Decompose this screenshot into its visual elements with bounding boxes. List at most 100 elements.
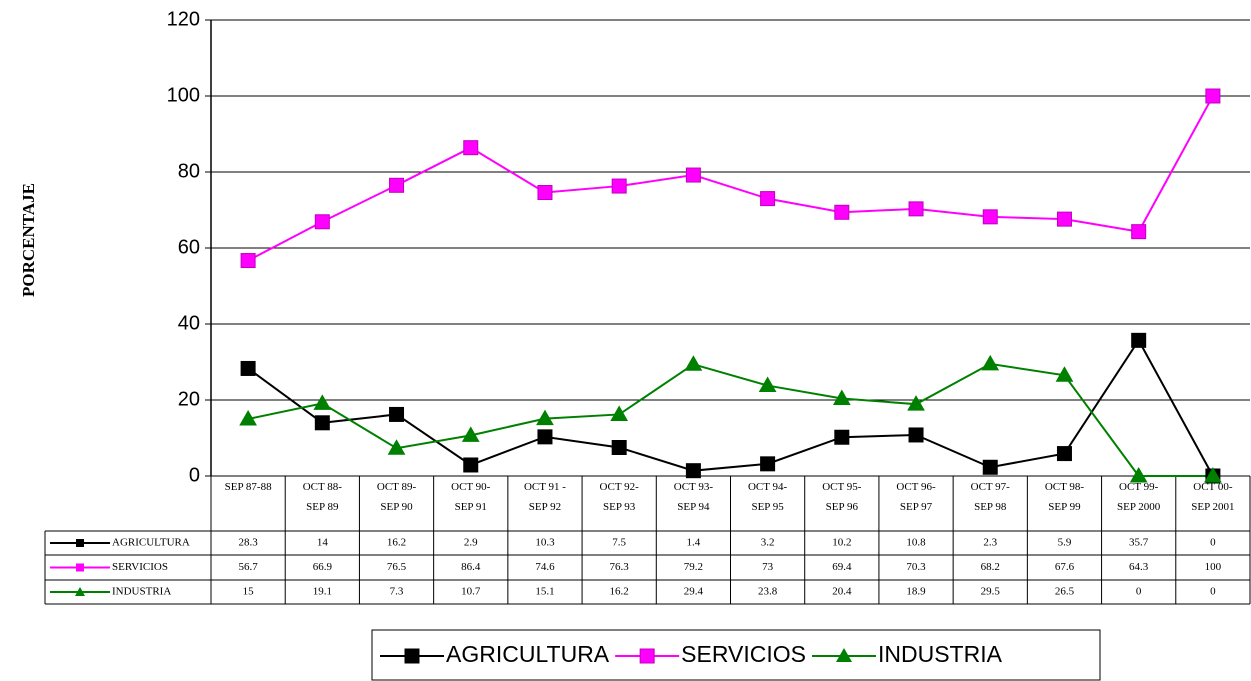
x-tick-label: OCT 97- SEP 98 — [970, 481, 1010, 513]
marker — [537, 429, 553, 445]
x-tick-label: OCT 89- SEP 90 — [376, 481, 417, 513]
category-cell: OCT 00- SEP 2001 — [1191, 481, 1234, 513]
table-value: 70.3 — [906, 561, 926, 573]
table-value: 68.2 — [981, 561, 1000, 573]
category-cell: OCT 92- SEP 93 — [599, 481, 639, 513]
marker — [685, 463, 701, 479]
marker — [760, 456, 776, 472]
table-value: 16.2 — [610, 586, 629, 598]
table-value: 26.5 — [1055, 586, 1075, 598]
marker — [684, 355, 703, 371]
marker — [982, 209, 998, 225]
marker — [389, 406, 405, 422]
marker — [834, 204, 850, 220]
table-value: 0 — [1210, 537, 1216, 549]
table-value: 1.4 — [687, 537, 701, 549]
marker — [611, 440, 627, 455]
marker — [1129, 466, 1148, 483]
category-cell: OCT 93- SEP 94 — [674, 481, 713, 513]
marker — [313, 394, 332, 410]
x-tick-label: OCT 92- SEP 93 — [599, 481, 639, 513]
x-tick-label: OCT 88- SEP 89 — [302, 481, 342, 513]
table-value: 10.3 — [535, 537, 555, 549]
y-axis-label: PORCENTAJE — [19, 183, 38, 297]
category-cell: SEP 87-88 — [225, 481, 272, 493]
x-tick-label: OCT 94- SEP 95 — [747, 481, 788, 513]
y-tick-label: 120 — [167, 8, 200, 30]
table-value: 10.8 — [906, 537, 926, 549]
marker — [240, 360, 256, 376]
category-cell: OCT 98- SEP 99 — [1044, 481, 1085, 513]
marker — [760, 191, 776, 207]
category-cell: OCT 89- SEP 90 — [376, 481, 417, 513]
table-value: 14 — [317, 537, 329, 549]
marker — [536, 409, 554, 426]
table-row-label: INDUSTRIA — [112, 586, 171, 598]
category-cell: OCT 95- SEP 96 — [822, 481, 862, 513]
legend-label: SERVICIOS — [681, 641, 806, 667]
marker — [1056, 211, 1072, 227]
marker — [832, 389, 851, 405]
series-line — [247, 338, 1214, 477]
category-cell: OCT 97- SEP 98 — [970, 481, 1010, 513]
x-tick-label: OCT 90- SEP 91 — [451, 481, 491, 513]
table-key-marker — [76, 539, 84, 547]
table-value: 76.5 — [387, 561, 407, 573]
table-key-marker — [76, 563, 84, 572]
marker — [1131, 224, 1147, 240]
marker — [982, 459, 998, 475]
category-cell: OCT 91 - SEP 92 — [524, 481, 566, 513]
category-cell: OCT 88- SEP 89 — [302, 481, 342, 513]
marker — [908, 427, 924, 443]
table-value: 3.2 — [761, 537, 775, 549]
x-tick-label: OCT 96- SEP 97 — [896, 481, 936, 513]
table-value: 2.9 — [464, 537, 478, 549]
marker — [1056, 446, 1072, 462]
table-value: 18.9 — [906, 586, 926, 598]
marker — [239, 409, 257, 426]
marker — [685, 167, 701, 183]
x-tick-label: OCT 98- SEP 99 — [1044, 481, 1085, 513]
category-cell: OCT 96- SEP 97 — [896, 481, 936, 513]
marker — [834, 429, 850, 445]
category-cell: OCT 90- SEP 91 — [451, 481, 491, 513]
category-cell: OCT 94- SEP 95 — [747, 481, 788, 513]
table-row-label: SERVICIOS — [112, 561, 168, 573]
table-value: 5.9 — [1058, 537, 1072, 549]
y-tick-label: 0 — [189, 464, 200, 486]
table-value: 16.2 — [387, 537, 406, 549]
legend-label: INDUSTRIA — [878, 641, 1003, 667]
table-value: 2.3 — [983, 537, 997, 549]
legend-label: AGRICULTURA — [446, 641, 610, 667]
table-value: 20.4 — [832, 586, 852, 598]
legend-marker — [639, 648, 655, 664]
table-value: 23.8 — [758, 586, 778, 598]
marker — [1055, 366, 1074, 382]
marker — [907, 395, 925, 411]
table-value: 7.5 — [612, 537, 626, 549]
x-tick-label: OCT 95- SEP 96 — [822, 481, 862, 513]
series-line — [247, 362, 1213, 477]
marker — [240, 253, 256, 269]
marker — [537, 185, 553, 201]
marker — [463, 457, 479, 473]
y-tick-label: 40 — [178, 312, 200, 334]
table-value: 0 — [1136, 586, 1142, 598]
table-value: 67.6 — [1055, 561, 1075, 573]
table-value: 100 — [1205, 561, 1222, 573]
table-value: 79.2 — [684, 561, 703, 573]
series-line — [247, 95, 1214, 262]
x-tick-label: OCT 99- SEP 2000 — [1117, 481, 1161, 513]
marker — [1131, 332, 1147, 348]
table-value: 7.3 — [390, 586, 404, 598]
marker — [461, 426, 480, 442]
table-value: 15 — [243, 586, 255, 598]
table-value: 19.1 — [313, 586, 332, 598]
marker — [758, 376, 777, 393]
table-row-label: AGRICULTURA — [112, 537, 190, 549]
marker — [610, 405, 629, 421]
table-value: 35.7 — [1129, 537, 1149, 549]
table-value: 10.7 — [461, 586, 481, 598]
table-value: 76.3 — [610, 561, 630, 573]
marker — [908, 201, 924, 217]
